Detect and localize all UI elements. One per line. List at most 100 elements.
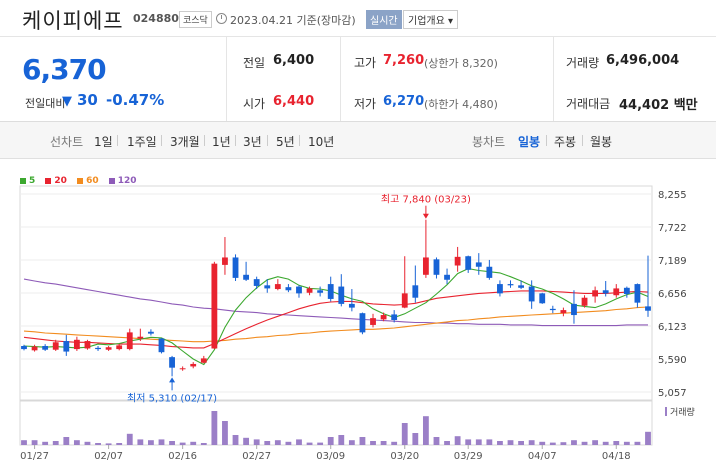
candle-body bbox=[613, 288, 620, 296]
volume-bar bbox=[507, 440, 514, 445]
volume-value: 6,496,004 bbox=[606, 53, 680, 68]
volume-bar bbox=[285, 441, 292, 445]
candle-daily[interactable]: 일봉 bbox=[518, 135, 541, 149]
candle-body bbox=[126, 332, 133, 350]
period-10y[interactable]: 10년 bbox=[308, 135, 335, 149]
low-label: 저가 bbox=[354, 97, 377, 111]
candle-body bbox=[623, 287, 630, 294]
candle-body bbox=[253, 279, 260, 286]
candle-body bbox=[571, 303, 577, 316]
candle-body bbox=[391, 314, 398, 320]
high-arrowhead bbox=[422, 213, 429, 219]
ma5-line bbox=[23, 268, 649, 366]
candle-body bbox=[63, 341, 70, 352]
volume-bar bbox=[200, 443, 207, 445]
volume-bar bbox=[190, 441, 197, 445]
volume-bar bbox=[253, 439, 260, 445]
y-tick-label: 8,255 bbox=[658, 190, 687, 201]
candle-body bbox=[370, 318, 376, 325]
volume-bar bbox=[571, 440, 577, 445]
y-tick-label: 7,722 bbox=[658, 223, 687, 234]
realtime-button[interactable]: 실시간 bbox=[366, 10, 402, 29]
candle-body bbox=[296, 286, 302, 294]
candle-body bbox=[348, 303, 355, 308]
current-price: 6,370 bbox=[22, 53, 107, 86]
x-tick-label: 03/20 bbox=[390, 451, 419, 462]
legend-ma5: 5 bbox=[20, 176, 35, 186]
candle-body bbox=[158, 338, 165, 353]
candle-body bbox=[486, 266, 493, 278]
period-3y[interactable]: 3년 bbox=[243, 135, 262, 149]
volume-bar bbox=[296, 439, 302, 445]
divider bbox=[226, 37, 227, 121]
ma60-line bbox=[23, 306, 649, 343]
stock-name: 케이피에프 bbox=[22, 9, 124, 33]
period-1y[interactable]: 1년 bbox=[212, 135, 231, 149]
volume-bar bbox=[243, 437, 250, 445]
candle-body bbox=[31, 346, 38, 351]
date-info: 2023.04.21 기준(장마감) bbox=[230, 14, 356, 27]
candle-body bbox=[401, 293, 408, 308]
candle-body bbox=[317, 290, 324, 293]
volume-bar bbox=[560, 442, 567, 445]
candle-body bbox=[433, 259, 440, 275]
volume-bar bbox=[222, 421, 228, 445]
volume-bar bbox=[602, 441, 609, 445]
candle-body bbox=[528, 286, 535, 302]
volume-bar bbox=[623, 441, 630, 445]
legend-ma120: 120 bbox=[108, 176, 137, 186]
volume-bar bbox=[370, 441, 376, 445]
candle-body bbox=[518, 285, 524, 288]
volume-bar bbox=[63, 437, 70, 445]
legend-ma60: 60 bbox=[77, 176, 99, 186]
period-1d[interactable]: 1일 bbox=[94, 135, 113, 149]
candle-body bbox=[21, 345, 27, 350]
trade-value-label: 거래대금 bbox=[566, 97, 611, 111]
volume-bar bbox=[105, 443, 112, 445]
period-5y[interactable]: 5년 bbox=[276, 135, 295, 149]
line-chart-label: 선차트 bbox=[50, 135, 84, 149]
candle-weekly[interactable]: 주봉 bbox=[554, 135, 577, 149]
candle-body bbox=[52, 342, 59, 350]
change-label: 전일대비 bbox=[25, 97, 66, 110]
candle-body bbox=[95, 347, 101, 350]
candle-body bbox=[475, 262, 482, 267]
candle-body bbox=[444, 274, 450, 280]
ma20-line bbox=[23, 290, 649, 349]
y-tick-label: 6,656 bbox=[658, 289, 687, 300]
price-summary: 6,370 전일대비 ▼ 30 -0.47% 전일 6,400 시가 6,440… bbox=[0, 37, 716, 122]
upper-limit: (상한가 8,320) bbox=[424, 57, 498, 70]
volume-bar bbox=[359, 437, 366, 445]
candle-body bbox=[412, 285, 419, 298]
candle-body bbox=[169, 357, 175, 368]
volume-label: 거래량 bbox=[566, 56, 600, 70]
ma120-line bbox=[23, 278, 648, 327]
divider bbox=[299, 135, 300, 146]
candle-body bbox=[190, 363, 197, 367]
volume-bar bbox=[338, 435, 345, 445]
prev-close-value: 6,400 bbox=[273, 53, 315, 68]
candle-chart-label: 봉차트 bbox=[472, 135, 506, 149]
clock-icon bbox=[216, 13, 227, 24]
y-tick-label: 5,057 bbox=[658, 388, 687, 399]
volume-bar bbox=[73, 440, 80, 445]
company-info-dropdown[interactable]: 기업개요 ▾ bbox=[403, 10, 458, 29]
divider bbox=[235, 135, 236, 146]
volume-bar bbox=[95, 443, 101, 445]
period-3m[interactable]: 3개월 bbox=[170, 135, 200, 149]
period-1w[interactable]: 1주일 bbox=[127, 135, 157, 149]
volume-bar bbox=[391, 441, 398, 445]
divider bbox=[161, 135, 162, 146]
candle-body bbox=[602, 290, 609, 294]
divider bbox=[553, 37, 554, 121]
low-value: 6,270 bbox=[383, 94, 425, 109]
x-tick-label: 04/07 bbox=[528, 451, 557, 462]
candle-body bbox=[539, 293, 546, 304]
volume-bar bbox=[42, 441, 49, 445]
prev-close-label: 전일 bbox=[243, 56, 266, 70]
change-percent: -0.47% bbox=[106, 91, 165, 109]
candle-monthly[interactable]: 월봉 bbox=[590, 135, 613, 149]
volume-bar bbox=[497, 441, 503, 445]
divider bbox=[204, 135, 205, 146]
lower-limit: (하한가 4,480) bbox=[424, 98, 498, 111]
